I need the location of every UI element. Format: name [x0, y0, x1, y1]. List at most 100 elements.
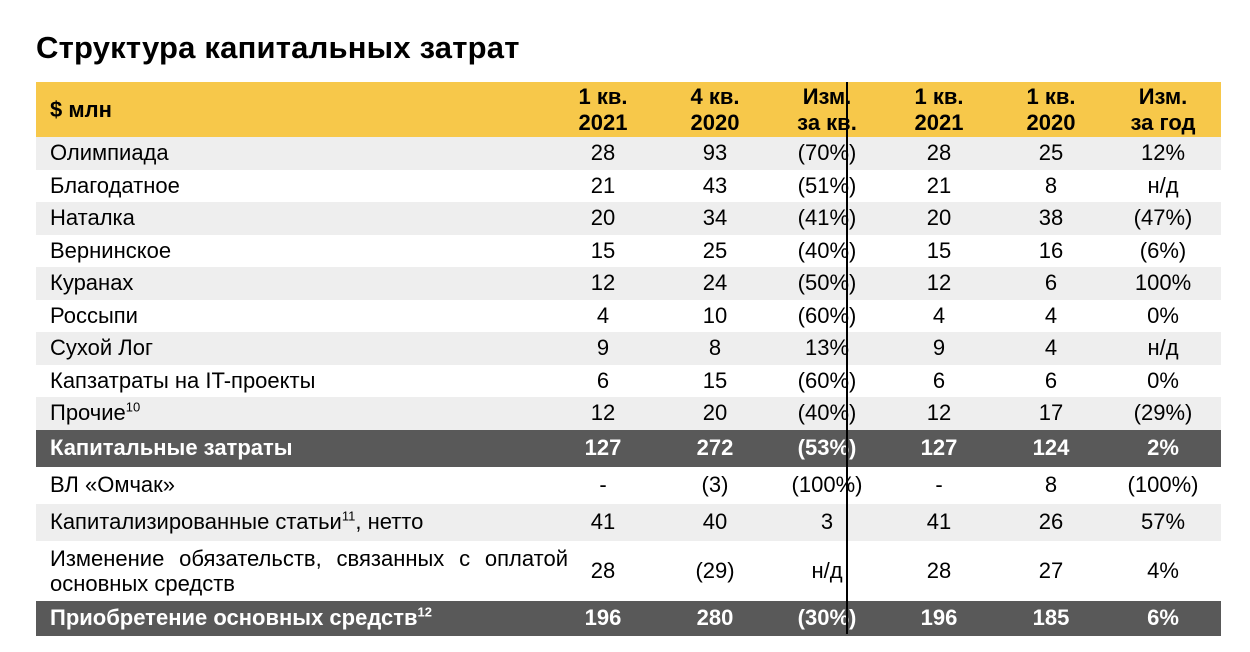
value-cell: 43 — [702, 172, 728, 198]
value-cell: 4 — [596, 302, 610, 328]
value-cell: 12 — [926, 270, 952, 296]
value-cell: (40%) — [797, 237, 857, 263]
table-row: Изменение обязательств, связанных с опла… — [36, 540, 1221, 601]
footnote-marker: 12 — [417, 604, 433, 620]
value-cell: 17 — [1038, 400, 1064, 426]
value-cell: (70%) — [797, 140, 857, 166]
table-row: Куранах 12 24 (50%) 12 6 100% — [36, 267, 1221, 300]
value-cell: 4% — [1147, 557, 1179, 583]
header-col-6: Изм. за год — [1130, 84, 1196, 135]
footnote-marker: 10 — [125, 399, 141, 415]
value-cell: 0% — [1147, 302, 1179, 328]
value-cell: 12 — [590, 400, 616, 426]
value-cell: 40 — [702, 509, 728, 534]
value-cell: - — [935, 472, 943, 497]
value-cell: 196 — [584, 605, 622, 630]
value-cell: (41%) — [797, 205, 857, 231]
value-cell: 13% — [804, 335, 850, 361]
table-row: Олимпиада 28 93 (70%) 28 25 12% — [36, 137, 1221, 170]
value-cell: 15 — [590, 237, 616, 263]
value-cell: (30%) — [797, 605, 857, 630]
row-label: Прочие10 — [50, 399, 141, 426]
value-cell: 0% — [1147, 367, 1179, 393]
table-row: Капитализированные статьи11, нетто 41 40 3 4… — [36, 503, 1221, 541]
row-label: Россыпи — [50, 302, 138, 328]
capex-table: $ млн 1 кв. 2021 4 кв. 2020 Изм. за кв. 1 к… — [36, 82, 1221, 636]
value-cell: 196 — [920, 605, 958, 630]
header-label: $ млн — [50, 96, 112, 122]
value-cell: 28 — [926, 557, 952, 583]
table-row: Вернинское 15 25 (40%) 15 16 (6%) — [36, 234, 1221, 267]
value-cell: 20 — [590, 205, 616, 231]
value-cell: 4 — [1044, 302, 1058, 328]
row-label: Вернинское — [50, 237, 172, 263]
value-cell: 4 — [1044, 335, 1058, 361]
value-cell: 12 — [590, 270, 616, 296]
table-row: Сухой Лог 9 8 13% 9 4 н/д — [36, 332, 1221, 365]
row-label: Наталка — [50, 205, 135, 231]
value-cell: 6 — [596, 367, 610, 393]
value-cell: 3 — [820, 509, 834, 534]
value-cell: 8 — [1044, 172, 1058, 198]
value-cell: (47%) — [1133, 205, 1193, 231]
value-cell: 280 — [696, 605, 734, 630]
table-header: $ млн 1 кв. 2021 4 кв. 2020 Изм. за кв. 1 к… — [36, 82, 1221, 137]
value-cell: 4 — [932, 302, 946, 328]
value-cell: 25 — [1038, 140, 1064, 166]
value-cell: 185 — [1032, 605, 1070, 630]
value-cell: (60%) — [797, 302, 857, 328]
table-row: Наталка 20 34 (41%) 20 38 (47%) — [36, 202, 1221, 235]
value-cell: 16 — [1038, 237, 1064, 263]
value-cell: 127 — [584, 435, 622, 460]
table-row: Прочие10 12 20 (40%) 12 17 (29%) — [36, 397, 1221, 430]
value-cell: 24 — [702, 270, 728, 296]
value-cell: 26 — [1038, 509, 1064, 534]
value-cell: (53%) — [797, 435, 857, 460]
value-cell: 124 — [1032, 435, 1070, 460]
value-cell: 21 — [590, 172, 616, 198]
header-col-5: 1 кв. 2020 — [1026, 84, 1076, 135]
value-cell: (3) — [701, 472, 729, 497]
value-cell: 27 — [1038, 557, 1064, 583]
header-col-2: 4 кв. 2020 — [690, 84, 740, 135]
row-label: Изменение обязательств, связанных с опла… — [50, 545, 568, 596]
value-cell: 57% — [1140, 509, 1186, 534]
value-cell: 10 — [702, 302, 728, 328]
row-label: Сухой Лог — [50, 335, 153, 361]
value-cell: (100%) — [791, 472, 863, 497]
value-cell: (100%) — [1127, 472, 1199, 497]
row-label: Олимпиада — [50, 140, 169, 166]
value-cell: (40%) — [797, 400, 857, 426]
value-cell: 93 — [702, 140, 728, 166]
value-cell: н/д — [1147, 172, 1179, 198]
value-cell: 6 — [932, 367, 946, 393]
value-cell: 28 — [590, 140, 616, 166]
value-cell: 38 — [1038, 205, 1064, 231]
row-label: ВЛ «Омчак» — [50, 472, 176, 497]
value-cell: н/д — [811, 557, 843, 583]
column-divider — [846, 82, 848, 634]
grand-total-row: Приобретение основных средств12 196 280 (30… — [36, 600, 1221, 636]
row-label: Приобретение основных средств12 — [50, 604, 433, 630]
value-cell: 9 — [932, 335, 946, 361]
value-cell: 34 — [702, 205, 728, 231]
value-cell: 2% — [1147, 435, 1179, 460]
row-label: Капзатраты на IT-проекты — [50, 367, 316, 393]
value-cell: - — [599, 472, 607, 497]
value-cell: 12% — [1140, 140, 1186, 166]
value-cell: 6% — [1147, 605, 1179, 630]
header-col-1: 1 кв. 2021 — [578, 84, 628, 135]
value-cell: 100% — [1134, 270, 1192, 296]
row-label: Благодатное — [50, 172, 180, 198]
page-title: Структура капитальных затрат — [36, 30, 520, 65]
footnote-marker: 11 — [341, 508, 356, 524]
value-cell: (29%) — [1133, 400, 1193, 426]
value-cell: 15 — [926, 237, 952, 263]
value-cell: 8 — [1044, 472, 1058, 497]
value-cell: (51%) — [797, 172, 857, 198]
header-col-4: 1 кв. 2021 — [914, 84, 964, 135]
value-cell: (29) — [695, 557, 735, 583]
row-label: Куранах — [50, 270, 134, 296]
capex-total-row: Капитальные затраты 127 272 (53%) 127 124 2% — [36, 429, 1221, 467]
value-cell: (60%) — [797, 367, 857, 393]
